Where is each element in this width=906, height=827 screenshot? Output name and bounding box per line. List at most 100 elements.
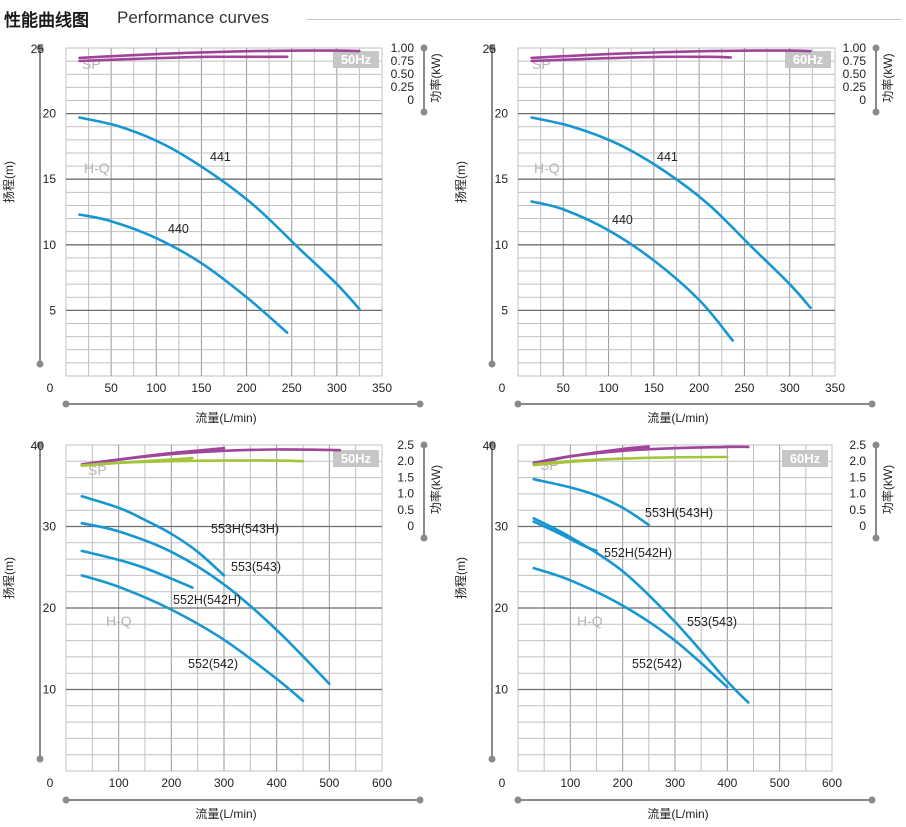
- y-tick-label: 40: [31, 439, 45, 453]
- y-axis-right: 00.250.500.751.00 功率(kW): [843, 41, 895, 116]
- y-axis-end-dot: [488, 44, 496, 52]
- x-axis-title: 流量(L/min): [647, 807, 708, 821]
- frequency-badge-label: 60Hz: [793, 52, 824, 67]
- y2-axis-title: 功率(kW): [428, 465, 443, 514]
- x-tick-label: 200: [161, 776, 181, 790]
- x-axis-title: 流量(L/min): [195, 807, 256, 821]
- sp-series-line: [532, 458, 598, 467]
- x-tick-label: 250: [734, 381, 754, 395]
- y2-tick-label: 0.50: [391, 67, 415, 81]
- y2-tick-label: 2.0: [397, 454, 414, 468]
- hq-label: H-Q: [106, 613, 132, 629]
- x-tick-label: 600: [822, 776, 842, 790]
- x-axis-end-dot: [416, 400, 424, 408]
- title-cn: 性能曲线图: [4, 11, 89, 31]
- y2-axis-end-dot: [872, 108, 880, 116]
- series-label: 553H(543H): [211, 522, 279, 536]
- y-tick-label: 20: [495, 107, 509, 121]
- x-axis-end-dot: [514, 400, 522, 408]
- y-tick-label: 15: [43, 172, 57, 186]
- y-axis-right: 0 0.5 1.0 1.5 2.0 2.5 功率(kW): [849, 438, 895, 542]
- frequency-badge-label: 50Hz: [341, 451, 372, 466]
- hq-label: H-Q: [577, 613, 603, 629]
- y-axis-left: 25 5 10 15 20 扬程(m): [1, 42, 56, 368]
- y-axis-left: 25 5 10 15 20 扬程(m): [453, 42, 508, 368]
- y2-tick-label: 0.5: [397, 503, 414, 517]
- y2-tick-label: 0: [859, 519, 866, 533]
- x-tick-label: 300: [780, 381, 800, 395]
- frequency-badge: [333, 51, 379, 68]
- y-axis-title: 扬程(m): [1, 161, 16, 203]
- plot-grid: [65, 47, 383, 377]
- y2-axis-end-dot: [872, 534, 880, 542]
- hq-series-line: [80, 521, 331, 686]
- y-tick-label: 5: [49, 303, 56, 317]
- y2-axis-end-dot: [872, 441, 880, 449]
- y-axis-left: 40 10 20 30 扬程(m): [453, 439, 508, 763]
- series-label: 553(543): [231, 560, 281, 574]
- y-tick-label: 10: [43, 238, 57, 252]
- hq-series-line: [80, 549, 194, 589]
- x-tick-label: 150: [191, 381, 211, 395]
- x-tick-label: 350: [825, 381, 845, 395]
- y2-tick-label: 1.0: [397, 487, 414, 501]
- y-axis-end-dot: [488, 360, 496, 368]
- x-axis-end-dot: [62, 796, 70, 804]
- series-label: 441: [210, 150, 231, 164]
- x-tick-label: 400: [267, 776, 287, 790]
- sp-series-line: [78, 49, 361, 60]
- series-label: 552(542): [632, 657, 682, 671]
- series-label: 552H(542H): [173, 593, 241, 607]
- x-axis: 0 50 100 150 200 250 300 350 流量(L/min): [499, 381, 876, 425]
- x-axis-end-dot: [514, 796, 522, 804]
- x-axis-end-dot: [868, 796, 876, 804]
- y-tick-label: 30: [43, 520, 57, 534]
- y-tick-label: 20: [43, 601, 57, 615]
- x-tick-label: 250: [282, 381, 302, 395]
- x-tick-label: 300: [665, 776, 685, 790]
- y2-axis-title: 功率(kW): [428, 53, 443, 102]
- y2-axis-end-dot: [420, 108, 428, 116]
- y2-tick-label: 1.00: [391, 41, 415, 55]
- x-tick-label: 50: [104, 381, 118, 395]
- y-tick-label: 40: [483, 439, 497, 453]
- chart-441-440-50hz: 50Hz255101520扬程(m)00.250.500.751.00功率(kW…: [1, 41, 443, 425]
- x-tick-label: 100: [146, 381, 166, 395]
- y2-tick-label: 0.75: [391, 54, 415, 68]
- y-tick-label: 20: [495, 601, 509, 615]
- frequency-badge: [333, 450, 379, 467]
- x-axis-title: 流量(L/min): [195, 411, 256, 425]
- x-tick-label: 50: [557, 381, 571, 395]
- y2-tick-label: 0: [407, 519, 414, 533]
- title-en: Performance curves: [117, 8, 270, 27]
- chart-55x-54x-50hz: 50Hz40102030扬程(m)00.51.01.52.02.5功率(kW)0…: [1, 438, 443, 821]
- y2-tick-label: 0.75: [843, 54, 867, 68]
- plot-grid: [517, 47, 836, 377]
- y2-tick-label: 0.5: [849, 503, 866, 517]
- y2-tick-label: 0.25: [843, 80, 867, 94]
- x-tick-label: 200: [237, 381, 257, 395]
- x-axis: 0 100 200 300 400 500 600 流量(L/min): [47, 776, 424, 821]
- y2-tick-label: 2.5: [397, 438, 414, 452]
- x-tick-label: 100: [599, 381, 619, 395]
- hq-label: H-Q: [84, 160, 110, 176]
- hq-series-line: [532, 477, 651, 527]
- series-label: 553(543): [687, 615, 737, 629]
- x-tick-label: 400: [717, 776, 737, 790]
- hq-series-line: [530, 116, 812, 310]
- x-tick-label: 350: [372, 381, 392, 395]
- y2-axis-end-dot: [420, 441, 428, 449]
- y-tick-label: 10: [495, 238, 509, 252]
- x-tick-label: 300: [214, 776, 234, 790]
- y2-axis-end-dot: [872, 44, 880, 52]
- y2-tick-label: 2.0: [849, 454, 866, 468]
- y-tick-label: 5: [501, 303, 508, 317]
- hq-series-line: [532, 517, 750, 704]
- x-axis-end-dot: [868, 400, 876, 408]
- x-tick-label: 0: [47, 381, 54, 395]
- y-axis-right: 0 0.5 1.0 1.5 2.0 2.5 功率(kW): [397, 438, 443, 542]
- y-axis-end-dot: [36, 44, 44, 52]
- x-axis-end-dot: [62, 400, 70, 408]
- x-tick-label: 200: [613, 776, 633, 790]
- y-axis-end-dot: [488, 441, 496, 449]
